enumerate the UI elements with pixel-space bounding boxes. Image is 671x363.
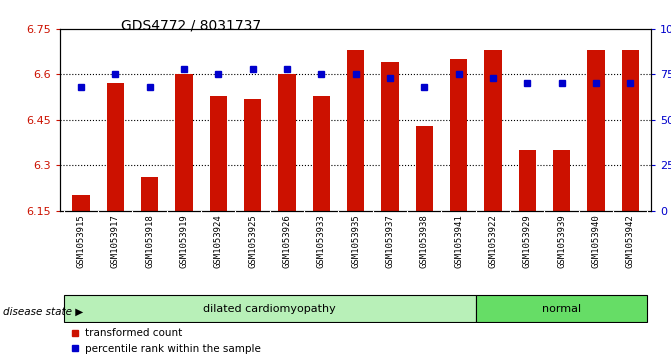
Text: disease state ▶: disease state ▶: [3, 307, 84, 317]
Text: GSM1053917: GSM1053917: [111, 215, 120, 269]
Text: GSM1053924: GSM1053924: [214, 215, 223, 269]
Text: GSM1053940: GSM1053940: [591, 215, 601, 269]
Bar: [450, 59, 467, 211]
Text: GSM1053918: GSM1053918: [145, 215, 154, 269]
Text: GSM1053937: GSM1053937: [385, 215, 395, 269]
Text: GSM1053941: GSM1053941: [454, 215, 463, 269]
Text: GSM1053933: GSM1053933: [317, 215, 326, 269]
Text: GSM1053926: GSM1053926: [282, 215, 291, 269]
FancyBboxPatch shape: [476, 295, 648, 322]
FancyBboxPatch shape: [64, 295, 476, 322]
Bar: [313, 95, 330, 211]
Bar: [587, 50, 605, 211]
Text: GSM1053915: GSM1053915: [76, 215, 85, 269]
Bar: [175, 74, 193, 211]
Bar: [381, 62, 399, 211]
Bar: [553, 150, 570, 211]
Bar: [416, 126, 433, 211]
Text: GSM1053929: GSM1053929: [523, 215, 532, 269]
Bar: [347, 50, 364, 211]
Bar: [210, 95, 227, 211]
Bar: [107, 83, 124, 211]
Text: GDS4772 / 8031737: GDS4772 / 8031737: [121, 18, 261, 32]
Text: GSM1053938: GSM1053938: [420, 215, 429, 269]
Text: GSM1053939: GSM1053939: [557, 215, 566, 269]
Text: GSM1053919: GSM1053919: [179, 215, 189, 269]
Bar: [244, 99, 261, 211]
Text: GSM1053942: GSM1053942: [626, 215, 635, 269]
Bar: [484, 50, 501, 211]
Text: normal: normal: [542, 303, 581, 314]
Text: dilated cardiomyopathy: dilated cardiomyopathy: [203, 303, 336, 314]
Text: GSM1053925: GSM1053925: [248, 215, 257, 269]
Text: GSM1053935: GSM1053935: [351, 215, 360, 269]
Legend: transformed count, percentile rank within the sample: transformed count, percentile rank withi…: [66, 324, 266, 358]
Bar: [622, 50, 639, 211]
Bar: [278, 74, 295, 211]
Bar: [72, 195, 89, 211]
Text: GSM1053922: GSM1053922: [488, 215, 497, 269]
Bar: [519, 150, 536, 211]
Bar: [141, 177, 158, 211]
